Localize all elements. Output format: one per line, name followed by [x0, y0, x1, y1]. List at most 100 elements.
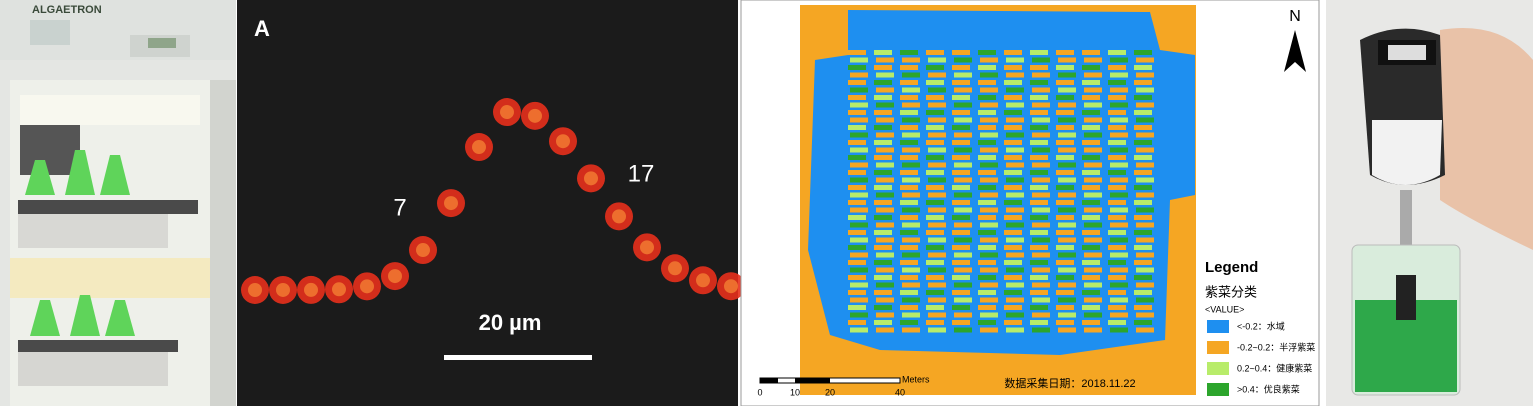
crop-cell	[954, 267, 972, 273]
crop-cell	[926, 140, 944, 145]
crop-cell	[926, 170, 944, 175]
crop-cell	[876, 267, 894, 273]
crop-cell	[1056, 125, 1074, 130]
crop-cell	[902, 162, 920, 168]
crop-cell	[980, 267, 998, 273]
crop-cell	[1032, 117, 1050, 123]
crop-cell	[1006, 102, 1024, 108]
crop-cell	[928, 312, 946, 318]
crop-cell	[902, 57, 920, 63]
crop-cell	[1134, 230, 1152, 235]
crop-cell	[980, 312, 998, 318]
crop-cell	[850, 72, 868, 78]
crop-cell	[1058, 87, 1076, 93]
brand-label: ALGAETRON	[32, 4, 102, 16]
crop-cell	[1136, 327, 1154, 333]
crop-cell	[1032, 327, 1050, 333]
crop-cell	[1136, 207, 1154, 213]
crop-cell	[1082, 50, 1100, 55]
crop-cell	[876, 162, 894, 168]
crop-cell	[978, 260, 996, 265]
crop-cell	[1108, 320, 1126, 325]
crop-cell	[1032, 237, 1050, 243]
crop-cell	[1004, 275, 1022, 280]
crop-cell	[1058, 207, 1076, 213]
crop-cell	[1056, 140, 1074, 145]
crop-cell	[1056, 155, 1074, 160]
crop-cell	[978, 305, 996, 310]
cell-core	[276, 282, 290, 297]
crop-cell	[1108, 110, 1126, 115]
crop-cell	[1134, 125, 1152, 130]
crop-cell	[978, 80, 996, 85]
crop-cell	[954, 162, 972, 168]
crop-cell	[902, 282, 920, 288]
crop-cell	[1058, 312, 1076, 318]
crop-cell	[876, 312, 894, 318]
crop-cell	[902, 87, 920, 93]
crop-cell	[1058, 102, 1076, 108]
crop-cell	[1030, 290, 1048, 295]
crop-cell	[1058, 57, 1076, 63]
crop-cell	[1084, 72, 1102, 78]
crop-cell	[1030, 50, 1048, 55]
crop-cell	[900, 65, 918, 70]
crop-cell	[928, 162, 946, 168]
crop-cell	[1058, 147, 1076, 153]
cell-core	[444, 196, 458, 211]
crop-cell	[876, 297, 894, 303]
crop-cell	[954, 102, 972, 108]
crop-cell	[978, 290, 996, 295]
crop-cell	[1136, 297, 1154, 303]
crop-cell	[1082, 200, 1100, 205]
crop-cell	[1108, 260, 1126, 265]
crop-cell	[876, 327, 894, 333]
crop-cell	[1084, 207, 1102, 213]
crop-cell	[980, 72, 998, 78]
crop-cell	[954, 117, 972, 123]
crop-cell	[1082, 290, 1100, 295]
crop-cell	[850, 237, 868, 243]
crop-cell	[980, 207, 998, 213]
crop-cell	[900, 110, 918, 115]
crop-cell	[1134, 275, 1152, 280]
crop-cell	[1032, 162, 1050, 168]
legend-title: Legend	[1205, 259, 1258, 276]
crop-cell	[1082, 260, 1100, 265]
crop-cell	[954, 72, 972, 78]
crop-cell	[1056, 50, 1074, 55]
crop-cell	[928, 192, 946, 198]
crop-cell	[978, 95, 996, 100]
crop-cell	[1084, 267, 1102, 273]
crop-cell	[1134, 260, 1152, 265]
crop-cell	[980, 282, 998, 288]
crop-cell	[1030, 80, 1048, 85]
crop-cell	[1084, 237, 1102, 243]
crop-cell	[876, 102, 894, 108]
crop-cell	[1084, 327, 1102, 333]
crop-cell	[850, 102, 868, 108]
crop-cell	[1004, 290, 1022, 295]
crop-cell	[1082, 170, 1100, 175]
crop-cell	[978, 110, 996, 115]
crop-cell	[900, 80, 918, 85]
crop-cell	[1056, 230, 1074, 235]
crop-cell	[876, 192, 894, 198]
crop-cell	[926, 245, 944, 250]
crop-cell	[1058, 327, 1076, 333]
crop-cell	[850, 222, 868, 228]
crop-cell	[1006, 117, 1024, 123]
crop-cell	[876, 207, 894, 213]
crop-cell	[952, 320, 970, 325]
crop-cell	[876, 57, 894, 63]
crop-cell	[952, 185, 970, 190]
crop-cell	[1030, 260, 1048, 265]
crop-cell	[876, 87, 894, 93]
crop-cell	[1082, 320, 1100, 325]
crop-cell	[1004, 170, 1022, 175]
crop-cell	[1056, 110, 1074, 115]
crop-cell	[1004, 125, 1022, 130]
crop-cell	[1084, 297, 1102, 303]
cell-core	[668, 261, 682, 276]
crop-cell	[876, 72, 894, 78]
